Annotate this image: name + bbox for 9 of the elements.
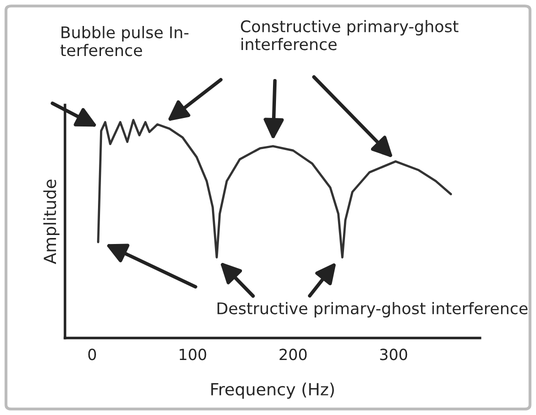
text: Constructive primary-ghost interference xyxy=(240,20,458,50)
x-tick-label: 0 xyxy=(88,348,96,360)
x-tick-label: 200 xyxy=(280,348,307,360)
x-axis-title: Frequency (Hz) xyxy=(211,382,334,399)
x-tick-label: 100 xyxy=(180,348,206,360)
y-axis-title: Amplitude xyxy=(43,180,60,264)
annotation: Destructive primary-ghost interference xyxy=(218,302,528,318)
text: Bubble pulse In- terference xyxy=(60,26,188,56)
x-tick-label: 300 xyxy=(380,348,408,360)
